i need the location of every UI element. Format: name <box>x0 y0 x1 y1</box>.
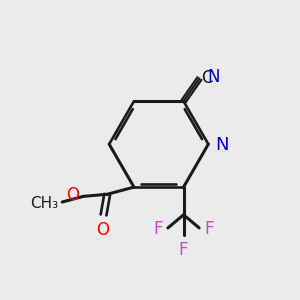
Text: CH₃: CH₃ <box>31 196 59 211</box>
Text: O: O <box>66 187 79 205</box>
Text: N: N <box>215 136 228 154</box>
Text: F: F <box>153 220 163 238</box>
Text: F: F <box>204 220 214 238</box>
Text: C: C <box>201 69 212 87</box>
Text: O: O <box>97 221 110 239</box>
Text: N: N <box>207 68 220 86</box>
Text: F: F <box>179 241 188 259</box>
